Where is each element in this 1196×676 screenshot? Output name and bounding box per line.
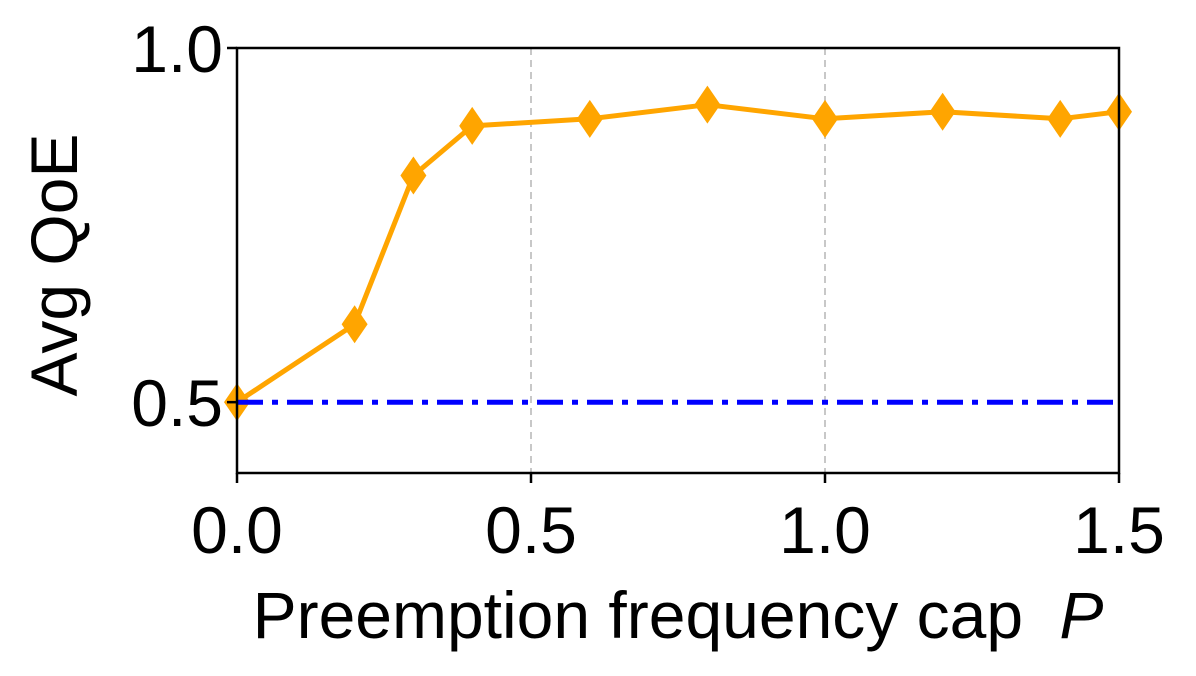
y-axis-label: Avg QoE [17, 134, 91, 397]
series-layer [224, 85, 1132, 422]
series-0-line [235, 102, 1120, 405]
plot-frame [235, 46, 1121, 475]
x-axis-label: Preemption frequency cap P [253, 578, 1104, 652]
series-0-point-2 [400, 156, 427, 195]
x-tick-label-1: 0.5 [485, 493, 577, 567]
y-tick-label-0: 0.5 [131, 366, 223, 440]
y-tick-label-1: 1.0 [131, 12, 223, 86]
series-0-point-8 [1047, 99, 1074, 138]
x-axis-label-variable: P [1059, 578, 1103, 652]
x-tick-label-3: 1.5 [1073, 493, 1165, 567]
x-axis-label-text: Preemption frequency cap [253, 578, 1023, 652]
series-0-point-7 [929, 92, 956, 131]
series-0-point-5 [694, 85, 721, 124]
x-tick-label-2: 1.0 [779, 493, 871, 567]
series-0-point-6 [812, 99, 838, 138]
series-0-point-1 [341, 305, 368, 344]
tick-layer: 0.0 0.5 1.0 1.5 0.5 1.0 [131, 12, 1165, 567]
series-0-point-4 [576, 99, 603, 138]
series-0-point-3 [459, 106, 486, 145]
x-tick-label-0: 0.0 [191, 493, 283, 567]
